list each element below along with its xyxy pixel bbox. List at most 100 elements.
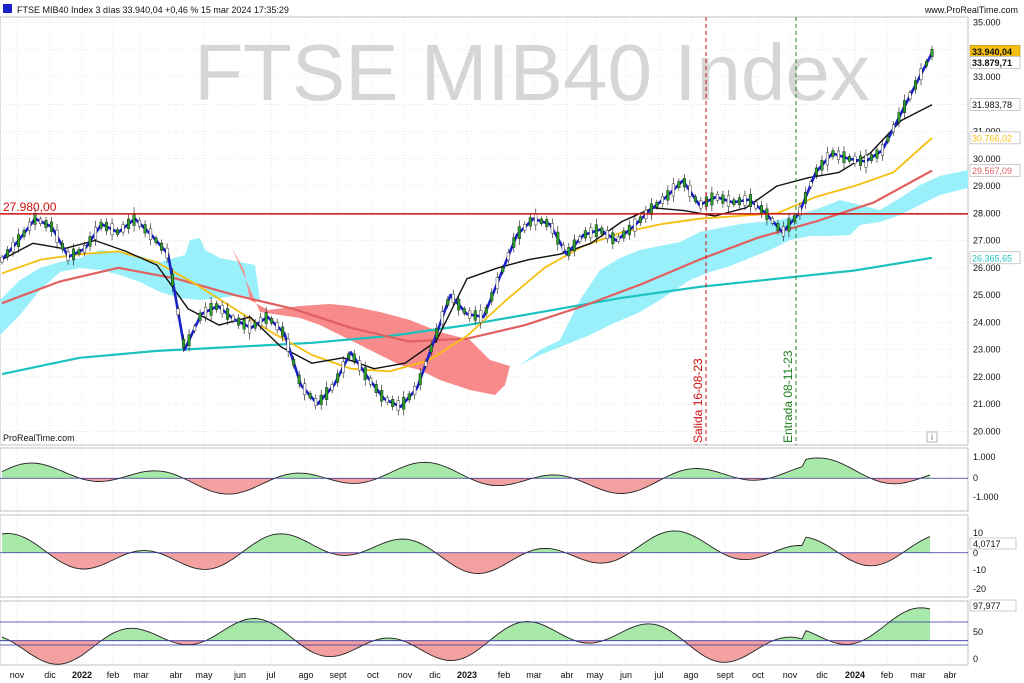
candle-body (853, 155, 857, 164)
value-label-teal-ma: 26.365,65 (972, 253, 1012, 263)
candle-body (770, 218, 774, 224)
candle-body (220, 304, 224, 314)
candle-body (396, 400, 400, 411)
x-tick-label: 2023 (457, 670, 477, 680)
osc-positive-area (2, 607, 930, 641)
y-tick-label: 33.000 (973, 72, 1001, 82)
candle-body (897, 112, 901, 123)
candle-body (754, 201, 758, 209)
series-red-ma[interactable] (1, 169, 933, 343)
candle-body (50, 221, 54, 232)
candle-body (149, 228, 153, 240)
candle-body (908, 92, 912, 100)
watermark: FTSE MIB40 Index (194, 28, 870, 117)
candle-body (391, 399, 395, 407)
candle-body (671, 183, 675, 197)
osc3-last-label: 97,977 (973, 601, 1001, 611)
info-icon[interactable] (926, 431, 938, 443)
value-label-box (969, 164, 1021, 177)
cloud-bull-1 (0, 238, 260, 335)
price-y-axis[interactable]: 35.00034.00033.00032.00031.00030.00029.0… (973, 17, 1001, 436)
value-label-yellow-ma: 30.766,02 (972, 133, 1012, 143)
signal-lines: Salida 16-08-23 Entrada 08-11-23 (691, 17, 797, 445)
candle-body (842, 151, 846, 163)
candle-body (649, 203, 653, 215)
candle-body (699, 200, 703, 209)
osc2-tick: 0 (973, 548, 978, 558)
instrument-icon[interactable] (3, 4, 12, 13)
x-tick-label: may (586, 670, 604, 680)
candle-body (363, 367, 367, 380)
candle-body (77, 249, 81, 255)
candle-body (715, 194, 719, 201)
candle-body (506, 252, 510, 261)
candle-body (611, 232, 615, 244)
candle-body (484, 307, 488, 314)
candle-body (264, 312, 268, 324)
y-tick-label: 28.000 (973, 208, 1001, 218)
candle-body (616, 236, 620, 242)
candle-body (517, 226, 521, 240)
y-tick-label: 35.000 (973, 17, 1001, 27)
candle-body (28, 221, 32, 231)
candle-body (561, 244, 565, 252)
osc-negative-area (2, 640, 930, 665)
y-tick-label: 25.000 (973, 290, 1001, 300)
osc3-tick: 50 (973, 627, 983, 637)
candle-body (176, 308, 180, 316)
x-tick-label: dic (44, 670, 56, 680)
candle-body (154, 237, 158, 244)
candle-body (792, 215, 796, 222)
candle-body (6, 249, 10, 258)
candle-body (121, 224, 125, 233)
osc-line[interactable] (1, 457, 931, 495)
candle-body (655, 202, 659, 208)
x-tick-label: ago (683, 670, 698, 680)
candle-body (737, 197, 741, 206)
osc-line[interactable] (1, 607, 931, 665)
candle-body (11, 241, 15, 253)
x-tick-label: dic (816, 670, 828, 680)
candle-body (550, 223, 554, 234)
candle-body (226, 308, 230, 320)
candle-body (495, 277, 499, 289)
y-tick-label: 22.000 (973, 372, 1001, 382)
value-label-price: 33.879,71 (972, 58, 1012, 68)
x-tick-label: 2024 (845, 670, 865, 680)
x-tick-label: jun (619, 670, 632, 680)
value-label-box (969, 131, 1021, 145)
candle-body (17, 234, 21, 247)
candle-body (875, 149, 879, 159)
candle-body (710, 192, 714, 206)
candle-body (193, 325, 197, 332)
osc2-last-box (969, 537, 1017, 550)
candle-body (402, 396, 406, 410)
time-x-axis[interactable]: nov dic 2022 feb mar abr may jun jul ago sept oct no… (10, 670, 957, 680)
series-teal-ma[interactable] (1, 256, 933, 376)
info-icon-glyph: i (931, 433, 933, 442)
value-label-red-ma: 29.567,09 (972, 166, 1012, 176)
value-label-box (969, 56, 1021, 69)
series-black-ma[interactable] (1, 104, 933, 370)
candle-body (0, 256, 4, 263)
candle-body (132, 213, 136, 226)
cloud-bull-2 (520, 170, 968, 365)
y-tick-label: 26.000 (973, 263, 1001, 273)
candle-body (187, 334, 191, 346)
osc1-tick: -1.000 (973, 492, 999, 502)
candle-body (237, 317, 241, 326)
footer-brand: ProRealTime.com (3, 433, 75, 443)
oscillator-3-plot (0, 607, 968, 665)
candle-body (479, 310, 483, 323)
candle-body (666, 190, 670, 201)
candle-body (413, 386, 417, 396)
candle-body (528, 217, 532, 227)
candle-body (253, 321, 257, 329)
y-tick-label: 23.000 (973, 345, 1001, 355)
candle-body (374, 383, 378, 393)
candle-body (462, 308, 466, 314)
candle-body (99, 221, 103, 229)
candle-body (572, 239, 576, 252)
